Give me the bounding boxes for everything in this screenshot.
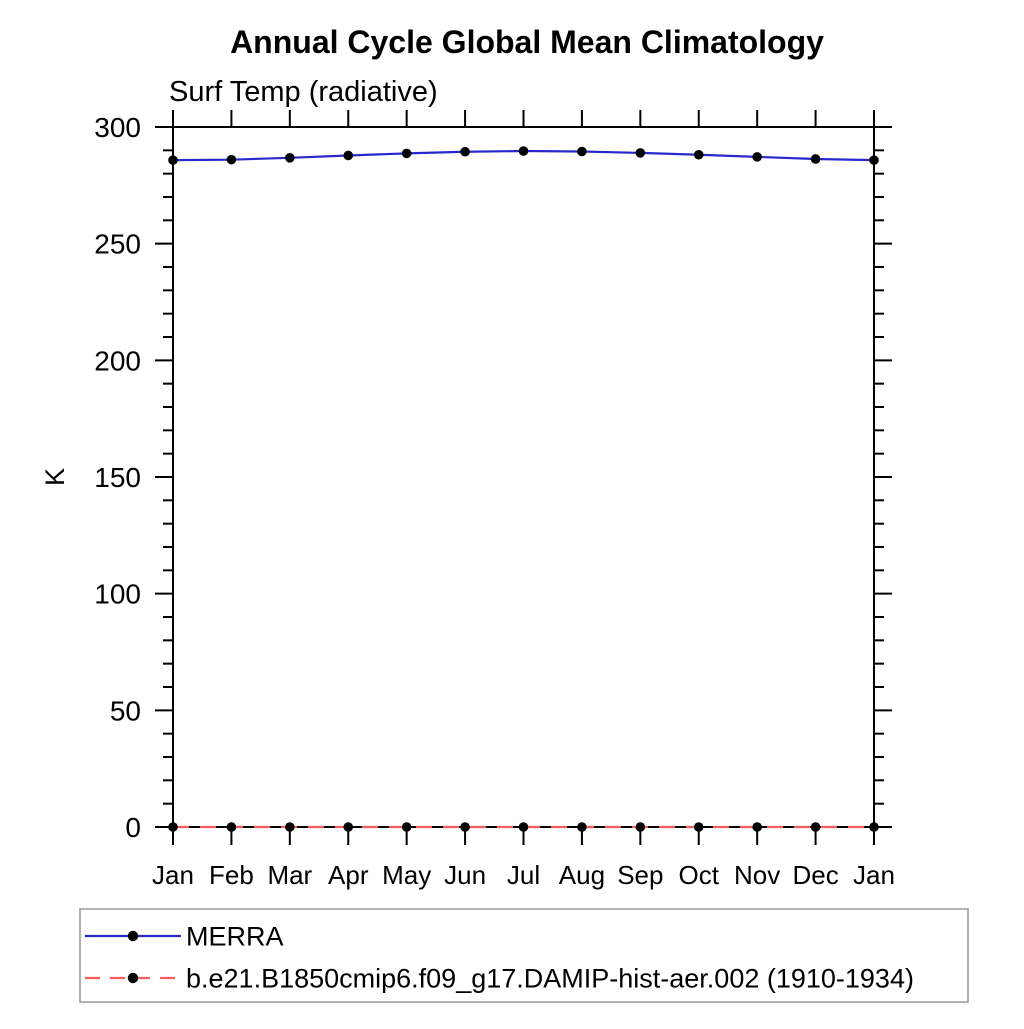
x-axis-label: Jun xyxy=(444,860,486,890)
y-tick-label: 300 xyxy=(94,112,141,143)
data-point xyxy=(226,822,237,832)
y-axis-label: K xyxy=(40,468,70,486)
axes: 0 50 100 150 200 250 300 Jan Feb Mar Apr May Jun Jul A… xyxy=(94,110,895,890)
data-point xyxy=(343,150,354,161)
y-tick-label: 50 xyxy=(110,695,141,726)
x-axis-label: Mar xyxy=(267,860,312,890)
data-point xyxy=(285,153,295,163)
chart-subtitle: Surf Temp (radiative) xyxy=(169,76,438,108)
data-point xyxy=(168,822,178,832)
data-point xyxy=(226,154,237,165)
data-point xyxy=(460,822,470,832)
data-point xyxy=(285,822,295,832)
data-point xyxy=(518,146,529,156)
x-axis-label: May xyxy=(382,860,431,890)
x-axis-label: Sep xyxy=(617,860,663,890)
x-axis-label: Apr xyxy=(328,860,369,890)
y-tick-label: 250 xyxy=(94,229,141,260)
data-point xyxy=(752,152,762,162)
x-axis-label: Dec xyxy=(792,860,838,890)
data-point xyxy=(693,822,704,832)
legend: MERRA b.e21.B1850cmip6.f09_g17.DAMIP-hist… xyxy=(79,908,969,1003)
data-point xyxy=(401,148,412,159)
data-point xyxy=(460,146,470,157)
legend-label: MERRA xyxy=(186,922,284,952)
data-point xyxy=(168,155,178,165)
x-axis-label: Oct xyxy=(679,860,720,890)
series-layer xyxy=(168,146,879,832)
data-point xyxy=(343,822,354,832)
data-point xyxy=(693,149,704,160)
x-axis-label: Jan xyxy=(152,860,194,890)
x-axis-label: Aug xyxy=(559,860,605,890)
data-point xyxy=(752,822,762,832)
data-point xyxy=(869,822,879,832)
data-point xyxy=(577,822,587,832)
legend-label: b.e21.B1850cmip6.f09_g17.DAMIP-hist-aer.… xyxy=(186,964,914,994)
x-axis-label: Feb xyxy=(209,860,254,890)
data-point xyxy=(518,822,529,832)
x-axis-label: Jan xyxy=(853,860,895,890)
data-point xyxy=(810,154,821,164)
data-point xyxy=(869,155,879,165)
y-tick-label: 0 xyxy=(125,812,141,843)
data-point xyxy=(635,148,646,158)
data-point xyxy=(577,146,587,157)
y-tick-label: 150 xyxy=(94,462,141,493)
chart-title: Annual Cycle Global Mean Climatology xyxy=(230,24,824,60)
legend-marker xyxy=(127,972,139,984)
x-axis-label: Jul xyxy=(507,860,540,890)
data-point xyxy=(401,822,412,832)
data-point xyxy=(635,822,646,832)
y-tick-label: 100 xyxy=(94,579,141,610)
y-tick-label: 200 xyxy=(94,345,141,376)
legend-marker xyxy=(127,930,139,942)
x-axis-label: Nov xyxy=(734,860,780,890)
data-point xyxy=(810,822,821,832)
legend-box xyxy=(79,908,969,1003)
